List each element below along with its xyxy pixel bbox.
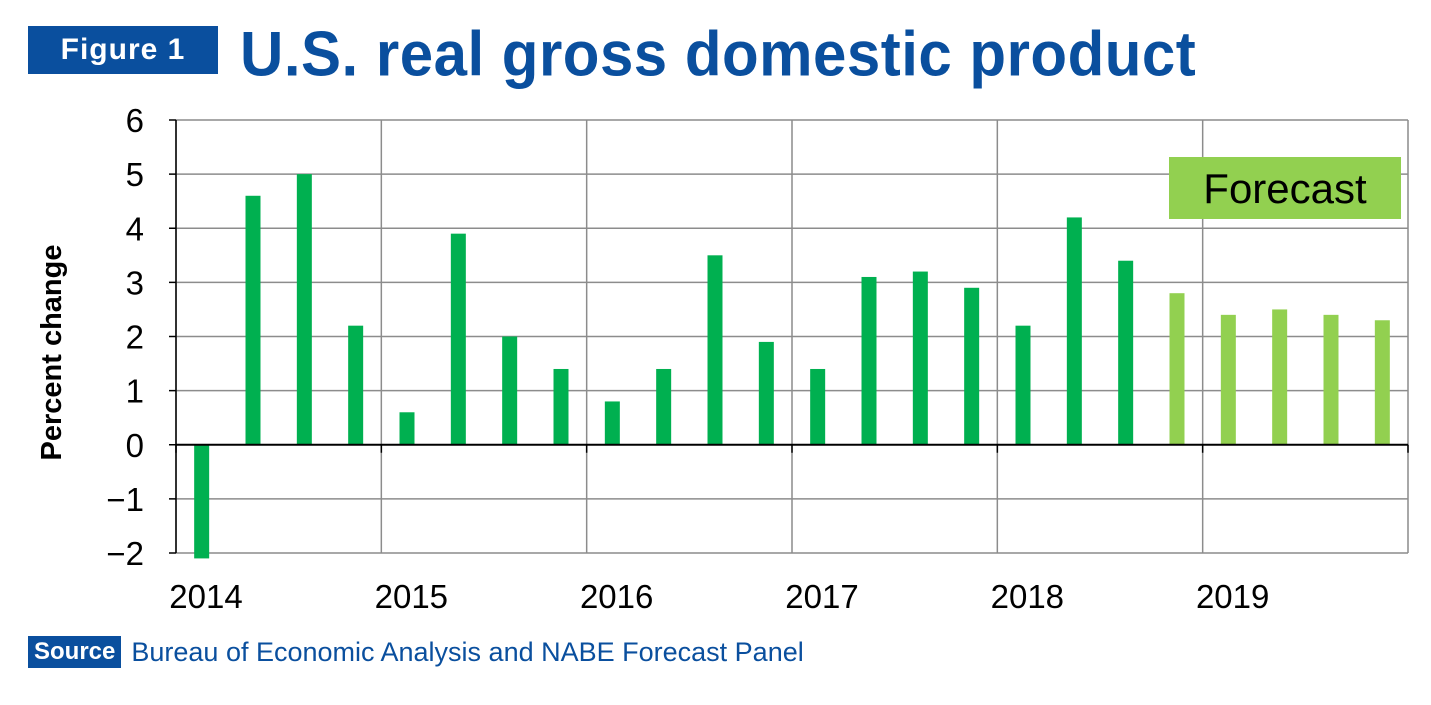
figure-label-badge: Figure 1 bbox=[28, 26, 218, 74]
x-year-label: 2014 bbox=[169, 578, 242, 615]
chart-header: Figure 1 U.S. real gross domestic produc… bbox=[28, 19, 1408, 90]
axes bbox=[169, 119, 1409, 554]
actual-bar bbox=[450, 233, 466, 445]
actual-bar bbox=[758, 341, 774, 445]
chart-title: U.S. real gross domestic product bbox=[240, 19, 1197, 90]
forecast-bar bbox=[1323, 314, 1339, 445]
source-text: Bureau of Economic Analysis and NABE For… bbox=[131, 637, 804, 667]
y-tick-label: −1 bbox=[106, 481, 144, 518]
actual-bar bbox=[912, 271, 928, 445]
y-tick-label: 0 bbox=[126, 427, 144, 464]
actual-bar bbox=[861, 276, 877, 445]
forecast-bar bbox=[1272, 309, 1288, 445]
actual-bar bbox=[553, 368, 569, 445]
source-line: Source Bureau of Economic Analysis and NA… bbox=[28, 636, 804, 668]
actual-bar bbox=[194, 444, 210, 559]
actual-bar bbox=[810, 368, 826, 445]
actual-bar bbox=[1118, 260, 1134, 445]
y-tick-label: 6 bbox=[126, 102, 144, 139]
x-year-label: 2017 bbox=[785, 578, 858, 615]
y-tick-label: −2 bbox=[106, 535, 144, 572]
x-year-label: 2016 bbox=[580, 578, 653, 615]
forecast-annotation-box bbox=[1169, 157, 1401, 219]
forecast-annotation-label: Forecast bbox=[1203, 165, 1367, 212]
actual-bar bbox=[1015, 325, 1031, 445]
actual-bar bbox=[707, 255, 723, 445]
x-year-label: 2019 bbox=[1196, 578, 1269, 615]
actual-bar bbox=[1066, 217, 1082, 445]
actual-bar bbox=[348, 325, 364, 445]
source-label-badge: Source bbox=[28, 636, 122, 668]
actual-bar bbox=[245, 195, 261, 445]
y-axis-title: Percent change bbox=[36, 245, 68, 461]
y-tick-label: 1 bbox=[126, 373, 144, 410]
y-tick-label: 4 bbox=[126, 210, 144, 247]
forecast-bar bbox=[1169, 293, 1185, 445]
actual-bar bbox=[296, 174, 312, 445]
bars bbox=[194, 174, 1390, 559]
actual-bar bbox=[502, 336, 518, 445]
y-tick-label: 5 bbox=[126, 156, 144, 193]
x-year-label: 2018 bbox=[991, 578, 1064, 615]
x-year-label: 2015 bbox=[375, 578, 448, 615]
actual-bar bbox=[399, 412, 415, 445]
forecast-bar bbox=[1374, 320, 1390, 445]
labels: 6 5 4 3 2 1 0 −1 −2 2014 2015 2016 2017 2018 2019 Perce… bbox=[36, 102, 1401, 615]
actual-bar bbox=[964, 287, 980, 445]
forecast-bar bbox=[1220, 314, 1236, 445]
actual-bar bbox=[604, 401, 620, 445]
y-tick-label: 3 bbox=[126, 264, 144, 301]
actual-bar bbox=[656, 368, 672, 445]
y-tick-label: 2 bbox=[126, 319, 144, 356]
